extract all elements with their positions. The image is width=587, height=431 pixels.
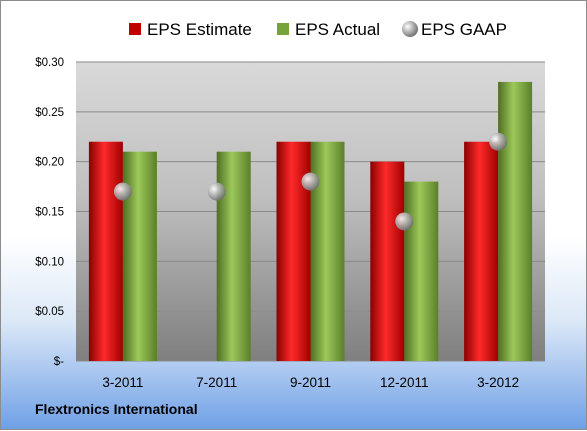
bars: [88, 81, 533, 361]
legend-label: EPS Estimate: [147, 20, 252, 39]
legend-label: EPS Actual: [295, 20, 380, 39]
x-tick-label: 3-2012: [477, 375, 519, 390]
x-axis: 3-2011 7-2011 9-2011 12-2011 3-2012: [102, 375, 519, 390]
legend-swatch: [129, 23, 141, 35]
eps-gaap-marker: [207, 182, 226, 201]
y-tick-label: $0.25: [35, 107, 64, 119]
eps-estimate-bar: [88, 141, 123, 361]
eps-gaap-marker: [395, 212, 414, 231]
eps-gaap-marker: [301, 172, 320, 191]
eps-actual-bar: [216, 151, 251, 361]
legend-label: EPS GAAP: [421, 20, 507, 39]
eps-estimate-bar: [464, 141, 499, 361]
eps-actual-bar: [404, 181, 439, 361]
gaap-markers: [113, 132, 508, 231]
y-tick-label: $0.30: [35, 57, 64, 69]
eps-gaap-marker: [113, 182, 132, 201]
legend-swatch: [277, 23, 289, 35]
x-tick-label: 7-2011: [196, 375, 237, 390]
y-tick-label: $0.10: [35, 256, 64, 268]
eps-estimate-bar: [370, 161, 405, 361]
eps-actual-bar: [498, 81, 533, 361]
y-tick-label: $0.15: [35, 207, 64, 219]
company-name: Flextronics International: [35, 401, 198, 417]
legend: EPS Estimate EPS Actual EPS GAAP: [129, 20, 507, 39]
legend-swatch: [402, 21, 418, 37]
eps-gaap-marker: [489, 132, 508, 151]
y-tick-label: $0.20: [35, 157, 64, 169]
x-tick-label: 9-2011: [290, 375, 331, 390]
eps-actual-bar: [122, 151, 157, 361]
x-tick-label: 3-2011: [102, 375, 143, 390]
y-tick-label: $-: [54, 356, 64, 368]
x-tick-label: 12-2011: [380, 375, 429, 390]
y-axis: $0.30 $0.25 $0.20 $0.15 $0.10 $0.05 $-: [35, 57, 64, 368]
y-tick-label: $0.05: [35, 306, 64, 318]
